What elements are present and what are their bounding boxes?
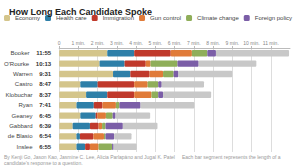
svg-text:5 min.: 5 min.: [149, 40, 163, 46]
svg-text:1 min.: 1 min.: [72, 40, 86, 46]
svg-text:de Blasio: de Blasio: [8, 133, 33, 139]
svg-text:11:55: 11:55: [36, 50, 52, 56]
svg-text:Foreign policy: Foreign policy: [255, 15, 292, 21]
svg-text:7:41: 7:41: [39, 102, 52, 108]
svg-text:Gun control: Gun control: [150, 15, 181, 21]
svg-text:8 min.: 8 min.: [206, 40, 220, 46]
svg-text:3 min.: 3 min.: [110, 40, 124, 46]
svg-text:By Kenji Go, Jason Kao, Jasmin: By Kenji Go, Jason Kao, Jasmine C. Lee, …: [4, 154, 282, 160]
svg-text:Economy: Economy: [15, 15, 40, 21]
svg-text:9 min.: 9 min.: [225, 40, 239, 46]
svg-text:candidate’s response to a ques: candidate’s response to a question.: [4, 160, 83, 166]
svg-text:10:13: 10:13: [36, 61, 52, 67]
svg-text:6:54: 6:54: [39, 133, 52, 139]
svg-text:7 min.: 7 min.: [187, 40, 201, 46]
svg-text:Castro: Castro: [15, 81, 33, 87]
svg-text:Health care: Health care: [56, 15, 87, 21]
svg-text:4 min.: 4 min.: [129, 40, 143, 46]
svg-text:8:47: 8:47: [39, 81, 52, 87]
svg-text:Ryan: Ryan: [18, 102, 32, 108]
svg-text:Climate change: Climate change: [197, 15, 239, 21]
svg-text:11 min.: 11 min.: [263, 40, 279, 46]
svg-text:8:37: 8:37: [39, 92, 52, 98]
svg-text:Inslee: Inslee: [16, 144, 33, 150]
svg-text:Gabbard: Gabbard: [9, 123, 32, 129]
svg-text:6:55: 6:55: [39, 144, 52, 150]
svg-text:6:45: 6:45: [39, 113, 52, 119]
svg-text:Klobuchar: Klobuchar: [5, 92, 32, 98]
svg-text:9:31: 9:31: [39, 71, 52, 77]
svg-text:2 min.: 2 min.: [91, 40, 105, 46]
svg-text:How Long Each Candidate Spoke: How Long Each Candidate Spoke: [9, 7, 152, 17]
svg-text:10 min.: 10 min.: [243, 40, 259, 46]
svg-text:Booker: Booker: [10, 50, 29, 56]
svg-text:Immigration: Immigration: [102, 15, 134, 21]
svg-text:Geaney: Geaney: [11, 113, 32, 119]
svg-text:6 min.: 6 min.: [168, 40, 182, 46]
svg-text:Warren: Warren: [13, 71, 32, 77]
svg-text:6:39: 6:39: [39, 123, 52, 129]
svg-text:O'Rourke: O'Rourke: [4, 61, 30, 67]
svg-text:0: 0: [58, 40, 61, 46]
